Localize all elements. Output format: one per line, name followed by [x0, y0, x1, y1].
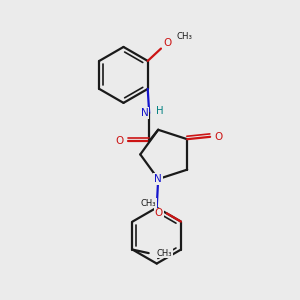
Text: O: O [214, 132, 223, 142]
Text: N: N [141, 108, 149, 118]
Text: CH₃: CH₃ [176, 32, 192, 41]
Text: O: O [163, 38, 172, 48]
Text: O: O [116, 136, 124, 146]
Text: O: O [154, 208, 163, 218]
Text: H: H [156, 106, 163, 116]
Text: CH₃: CH₃ [157, 249, 172, 258]
Text: N: N [154, 174, 162, 184]
Text: CH₃: CH₃ [141, 199, 156, 208]
